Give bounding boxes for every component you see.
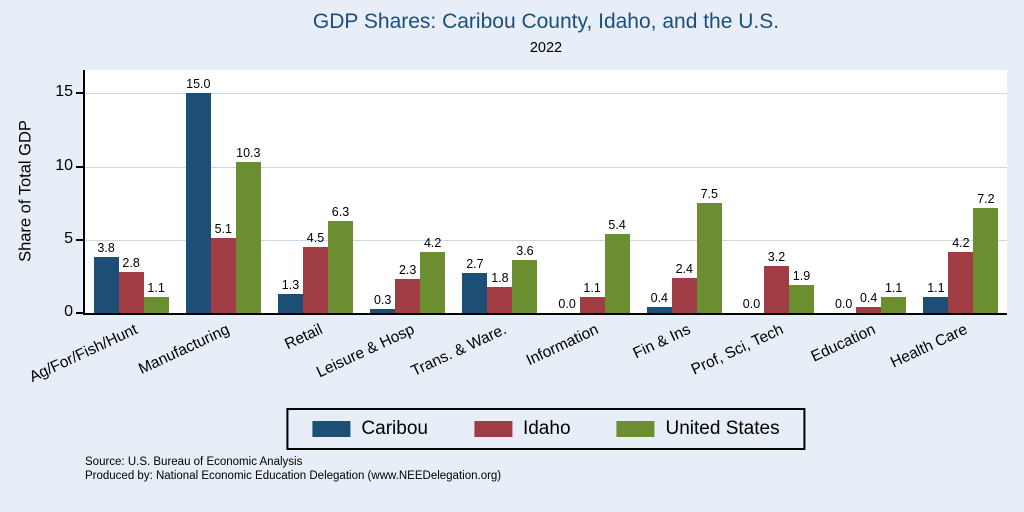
bar-value-label: 15.0 xyxy=(186,77,211,92)
gridline xyxy=(85,166,1007,168)
bar-caribou xyxy=(278,293,303,313)
plot-area: 3.8 2.8 1.1 15.0 5.1 10.3 1.3 4.5 6.3 0.3 2.3 4.2 2.… xyxy=(85,70,1007,313)
bar-united-states xyxy=(696,203,722,313)
bar-value-label: 3.8 xyxy=(97,241,115,256)
bar-idaho xyxy=(395,279,421,313)
y-tick-label: 15 xyxy=(55,83,73,101)
y-tick-label: 5 xyxy=(64,229,73,247)
bar-value-label: 0.0 xyxy=(558,297,576,311)
bar-value-label: 4.2 xyxy=(952,235,970,250)
bar-value-label: 2.7 xyxy=(466,257,484,272)
bar-idaho xyxy=(210,238,236,313)
bar-value-label: 10.3 xyxy=(236,146,261,161)
bar-value-label: 1.1 xyxy=(147,280,165,295)
bar-value-label: 2.3 xyxy=(398,263,417,278)
y-tick-mark xyxy=(76,165,85,168)
bar-value-label: 6.3 xyxy=(331,204,350,219)
bar-idaho xyxy=(487,286,513,313)
bar-caribou xyxy=(185,93,211,313)
bar-united-states xyxy=(512,260,538,313)
bar-value-label: 3.2 xyxy=(767,250,786,265)
bar-united-states xyxy=(604,233,630,313)
bar-united-states xyxy=(235,162,261,313)
bar-value-label: 4.5 xyxy=(306,231,325,246)
bar-caribou xyxy=(923,296,949,313)
y-tick-mark xyxy=(76,238,85,241)
bar-value-label: 0.0 xyxy=(742,297,761,311)
legend-label: United States xyxy=(665,418,780,439)
bar-caribou xyxy=(370,308,396,313)
bar-united-states xyxy=(789,285,814,313)
bar-value-label: 1.3 xyxy=(281,277,300,292)
bar-value-label: 1.8 xyxy=(491,270,509,285)
bar-value-label: 3.6 xyxy=(516,244,534,259)
bar-value-label: 2.4 xyxy=(675,261,693,276)
bar-value-label: 7.2 xyxy=(977,191,995,206)
y-tick-mark xyxy=(76,92,85,95)
y-axis-line xyxy=(83,70,85,315)
legend-swatch-idaho xyxy=(473,421,512,437)
x-axis-line xyxy=(83,313,1007,315)
bar-united-states xyxy=(143,296,169,313)
bar-caribou xyxy=(93,257,119,313)
bar-value-label: 7.5 xyxy=(700,187,718,202)
legend: Caribou Idaho United States xyxy=(286,408,806,450)
bar-idaho xyxy=(948,251,974,313)
chart-subtitle: 2022 xyxy=(529,40,563,56)
bar-value-label: 4.2 xyxy=(423,235,442,250)
y-tick-label: 0 xyxy=(64,303,73,320)
bar-idaho xyxy=(671,277,697,313)
gridline xyxy=(85,239,1007,241)
bar-caribou xyxy=(462,273,488,313)
bar-value-label: 5.1 xyxy=(214,222,232,237)
bar-value-label: 0.4 xyxy=(650,291,668,306)
legend-label: Idaho xyxy=(522,418,571,439)
produced-by-note: Produced by: National Economic Education… xyxy=(85,470,502,482)
bar-value-label: 2.8 xyxy=(122,256,140,271)
bar-value-label: 0.3 xyxy=(373,292,392,307)
bar-value-label: 1.1 xyxy=(927,280,945,295)
bar-idaho xyxy=(764,266,789,313)
bar-value-label: 1.1 xyxy=(583,280,601,295)
gridline xyxy=(85,93,1007,95)
bar-united-states xyxy=(328,220,353,313)
bar-idaho xyxy=(579,296,605,313)
bar-united-states xyxy=(420,251,446,313)
bar-united-states xyxy=(881,296,907,313)
legend-item: Idaho xyxy=(473,418,571,440)
bar-idaho xyxy=(856,307,882,313)
bar-idaho xyxy=(118,272,144,313)
bar-united-states xyxy=(973,207,999,313)
bar-value-label: 1.1 xyxy=(884,280,903,295)
legend-swatch-caribou xyxy=(312,421,351,437)
legend-swatch-united-states xyxy=(616,421,655,437)
bar-caribou xyxy=(646,307,672,313)
legend-label: Caribou xyxy=(361,418,428,439)
legend-item: United States xyxy=(616,418,780,440)
source-note: Source: U.S. Bureau of Economic Analysis xyxy=(85,456,303,468)
bar-value-label: 1.9 xyxy=(792,269,811,284)
bar-idaho xyxy=(303,247,328,313)
y-tick-mark xyxy=(76,312,85,314)
chart-title: GDP Shares: Caribou County, Idaho, and t… xyxy=(312,10,780,33)
bar-value-label: 0.0 xyxy=(834,297,853,311)
bar-value-label: 0.4 xyxy=(859,291,878,306)
legend-item: Caribou xyxy=(312,418,428,440)
bar-value-label: 5.4 xyxy=(608,217,626,232)
y-tick-label: 10 xyxy=(55,156,73,174)
